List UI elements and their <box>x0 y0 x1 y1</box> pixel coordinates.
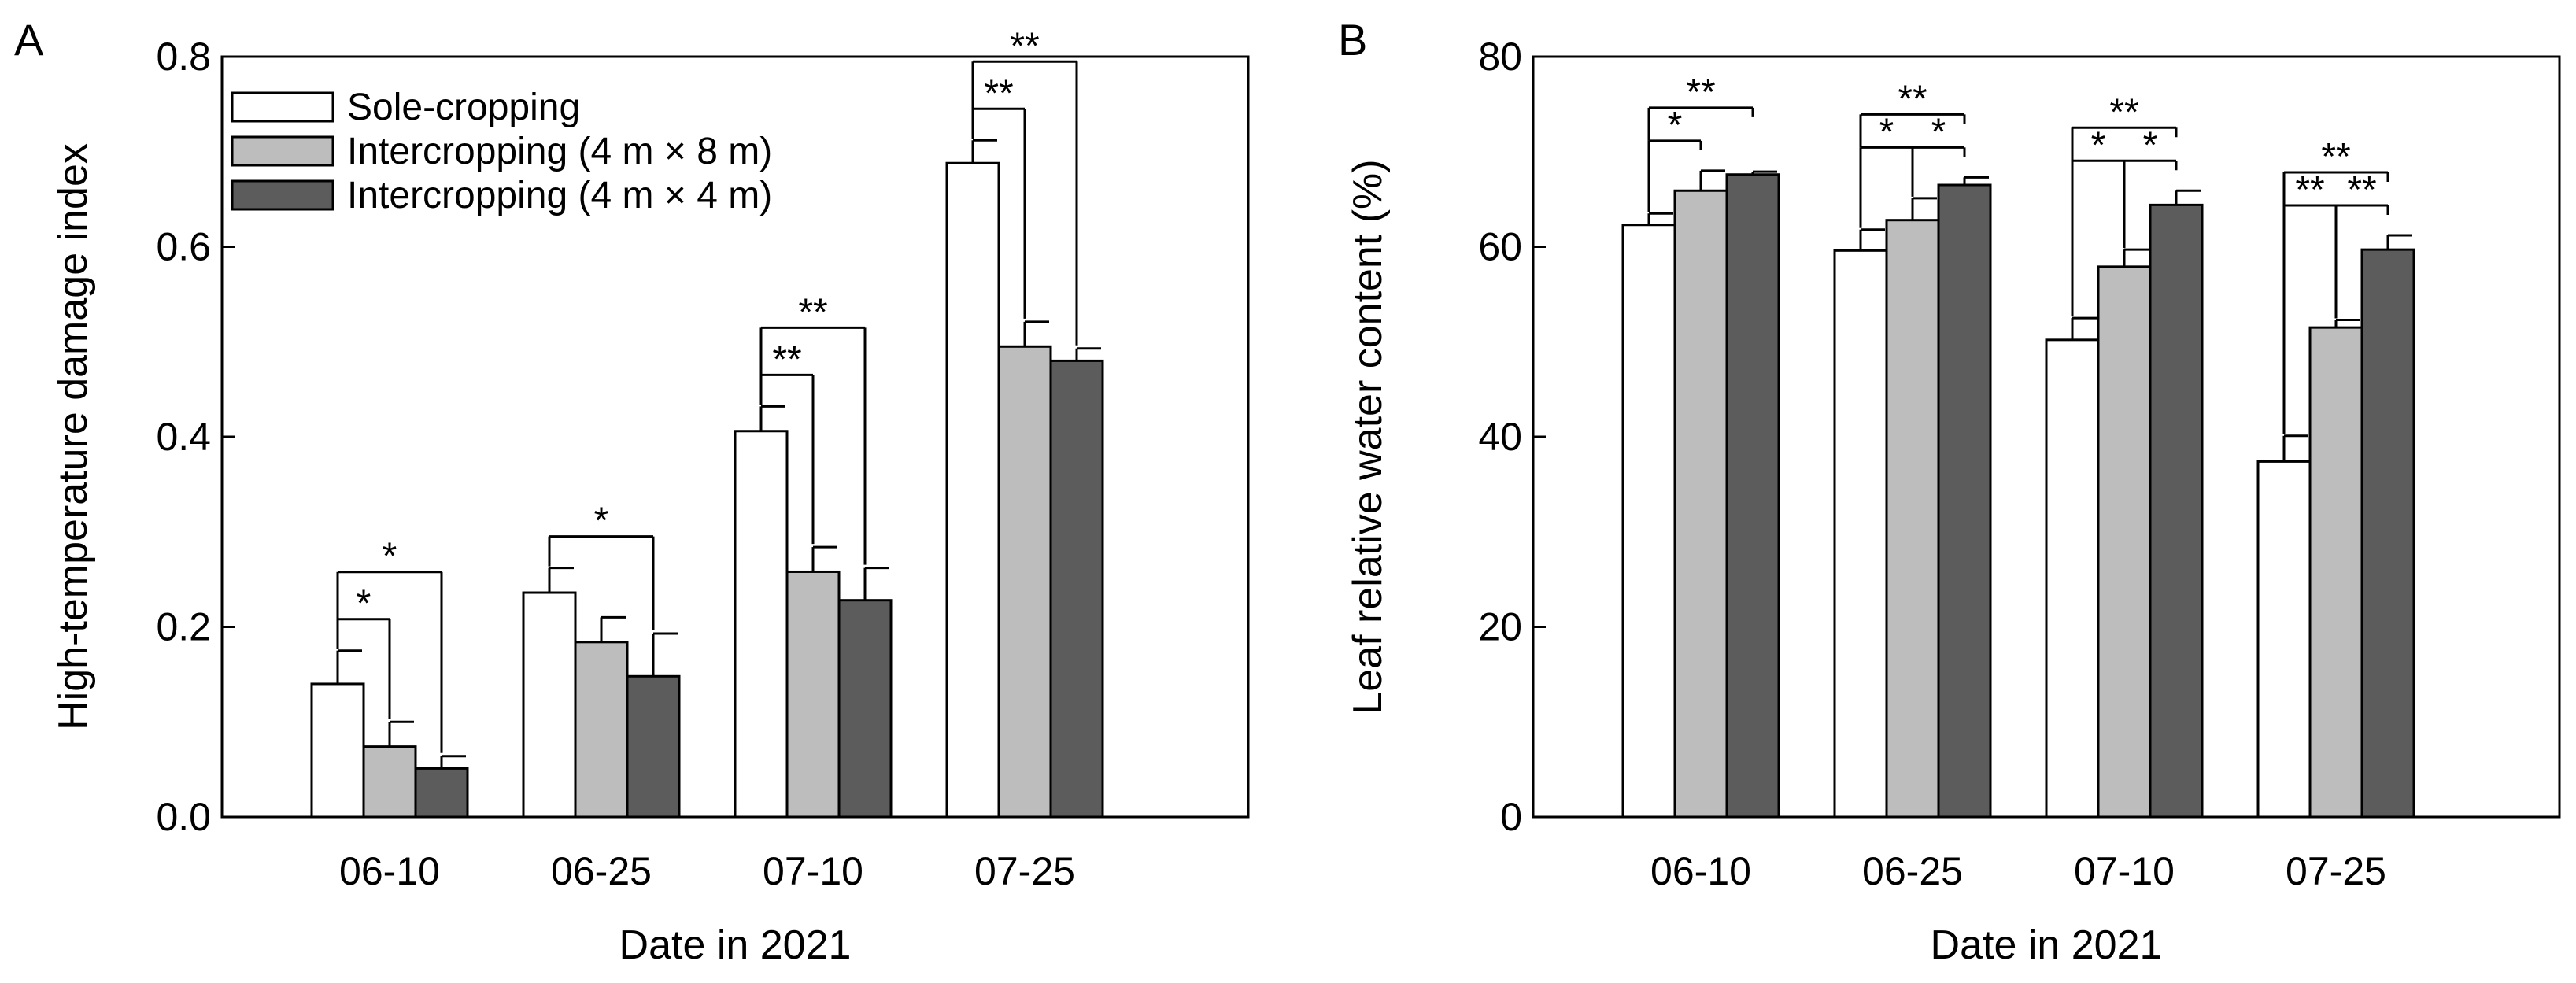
bar <box>2149 203 2204 819</box>
significance-label: ** <box>2321 136 2350 178</box>
x-tick-label: 06-10 <box>1650 849 1751 893</box>
significance-label: ** <box>1010 25 1039 67</box>
bar <box>1725 173 1780 819</box>
bar <box>2308 326 2363 819</box>
bar <box>2045 338 2100 819</box>
significance-label: ** <box>772 338 801 380</box>
y-tick-label: 0.6 <box>156 225 211 269</box>
y-tick-label: 20 <box>1478 605 1522 649</box>
y-tick-label: 60 <box>1478 225 1522 269</box>
bars-b <box>1621 169 2415 819</box>
significance-label: ** <box>2347 169 2376 211</box>
x-tick-label: 07-25 <box>974 849 1075 893</box>
x-tick-label: 06-25 <box>551 849 652 893</box>
bar <box>734 430 789 819</box>
legend-swatch <box>231 91 334 123</box>
y-tick-label: 0.2 <box>156 605 211 649</box>
y-tick-label: 0.4 <box>156 415 211 459</box>
bar <box>997 345 1052 819</box>
legend-label: Sole-cropping <box>347 87 580 128</box>
legend-swatch <box>231 179 334 211</box>
x-tick-label: 07-10 <box>763 849 863 893</box>
bar <box>1833 249 1888 819</box>
bar <box>362 745 417 819</box>
significance-label: * <box>383 536 397 578</box>
y-tick-label: 40 <box>1478 415 1522 459</box>
x-tick-label: 07-25 <box>2286 849 2386 893</box>
bar <box>2097 265 2152 819</box>
bar <box>945 161 1000 819</box>
legend-label: Intercropping (4 m × 4 m) <box>347 175 772 216</box>
bars-a <box>310 139 1104 819</box>
bar <box>522 591 577 819</box>
significance-label: ** <box>1898 78 1927 120</box>
panel-b-letter: B <box>1338 15 1367 65</box>
significance-b: **** **** ***** **** <box>1647 72 2389 434</box>
bar <box>1049 359 1104 819</box>
x-axis-label-a: Date in 2021 <box>619 922 852 968</box>
bar <box>574 641 629 819</box>
significance-label: * <box>1668 105 1683 146</box>
x-axis-a: 06-10 06-25 07-10 07-25 <box>339 849 1075 893</box>
bar <box>626 674 681 819</box>
significance-label: ** <box>1686 72 1715 113</box>
significance-label: * <box>1931 111 1946 153</box>
x-tick-label: 06-10 <box>339 849 440 893</box>
panel-a-letter: A <box>14 15 44 65</box>
y-tick-label: 0.0 <box>156 795 211 839</box>
bar <box>785 570 841 819</box>
significance-label: * <box>357 583 371 625</box>
significance-label: ** <box>798 291 827 333</box>
bar <box>310 682 365 819</box>
bar <box>1937 183 1992 819</box>
bar <box>2256 460 2312 819</box>
bar <box>1621 224 1676 819</box>
y-axis-label-a: High-temperature damage index <box>50 143 96 730</box>
x-axis-label-b: Date in 2021 <box>1931 922 2163 968</box>
significance-label: * <box>2143 124 2158 166</box>
legend-swatch <box>231 135 334 167</box>
x-tick-label: 07-10 <box>2074 849 2175 893</box>
bar <box>1673 189 1728 819</box>
y-axis-label-b: Leaf relative water content (%) <box>1345 159 1391 714</box>
significance-a: *********** <box>336 25 1078 753</box>
y-tick-label: 0.8 <box>156 35 211 79</box>
significance-label: * <box>2091 124 2106 166</box>
y-tick-label: 0 <box>1500 795 1522 839</box>
bar <box>2360 248 2415 819</box>
bar <box>837 599 893 819</box>
x-tick-label: 06-25 <box>1862 849 1963 893</box>
legend-label: Intercropping (4 m × 8 m) <box>347 131 772 172</box>
y-axis-a: 0.0 0.2 0.4 0.6 0.8 <box>156 35 235 839</box>
x-axis-b: 06-10 06-25 07-10 07-25 <box>1650 849 2386 893</box>
significance-label: * <box>594 501 609 542</box>
bar <box>1885 219 1940 819</box>
bar <box>414 767 469 819</box>
significance-label: ** <box>984 72 1013 114</box>
significance-label: ** <box>2295 169 2324 211</box>
y-axis-b: 0 20 40 60 80 <box>1478 35 1546 839</box>
significance-label: ** <box>2109 91 2138 133</box>
significance-label: * <box>1879 111 1894 153</box>
chart-panel-a: A 0.0 0.2 0.4 0.6 0.8 06-10 06-25 07-10 07-25 *… <box>14 15 1250 968</box>
y-tick-label: 80 <box>1478 35 1522 79</box>
